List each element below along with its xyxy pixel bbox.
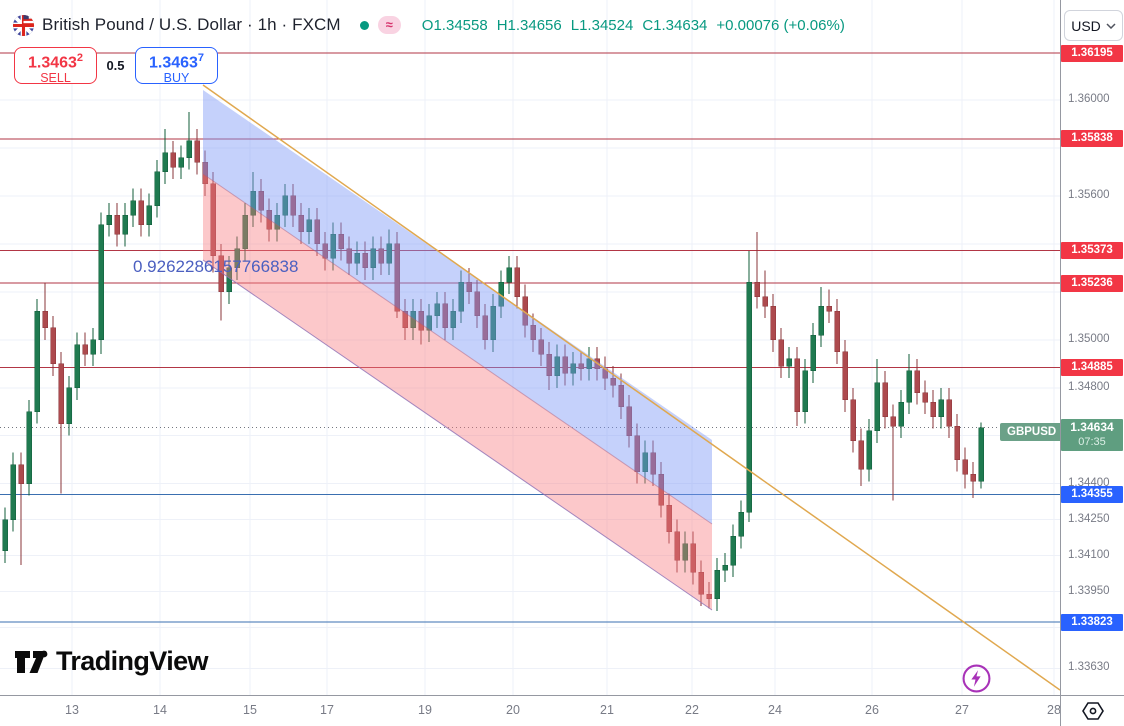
price-tick-label: 1.33630: [1068, 661, 1110, 674]
time-tick-label: 17: [320, 703, 334, 717]
price-tick-label: 1.35000: [1068, 332, 1110, 345]
current-price-badge: 1.34634 07:35: [1061, 418, 1123, 451]
price-tick-label: 1.34800: [1068, 380, 1110, 393]
time-tick-label: 28: [1047, 703, 1061, 717]
price-axis[interactable]: USD 1.34634 07:35 1.36000 1.35600 1.35000 1…: [1060, 0, 1124, 695]
currency-switch-button[interactable]: USD: [1064, 10, 1123, 41]
ohlc-low: L1.34524: [570, 16, 634, 34]
sell-button[interactable]: 1.34632 SELL: [14, 47, 97, 86]
buy-price: 1.34637: [148, 52, 205, 72]
symbol-price-tag: GBPUSD: [1000, 422, 1064, 441]
tradingview-logo-text: TradingView: [56, 646, 209, 676]
price-level-badge[interactable]: 1.34885: [1061, 358, 1123, 376]
time-tick-label: 26: [865, 703, 879, 717]
current-price: 1.34634: [1070, 419, 1114, 434]
symbol-title[interactable]: British Pound / U.S. Dollar · 1h · FXCM: [42, 15, 341, 34]
chart-plot-area[interactable]: [0, 0, 1060, 695]
tradingview-logo[interactable]: TradingView: [14, 646, 209, 677]
price-level-badge[interactable]: 1.35236: [1061, 274, 1123, 292]
time-tick-label: 14: [153, 703, 167, 717]
price-level-badge[interactable]: 1.33823: [1061, 613, 1123, 631]
time-tick-label: 21: [600, 703, 614, 717]
ohlc-change: +0.00076 (+0.06%): [716, 16, 845, 34]
sell-price: 1.34632: [27, 52, 84, 72]
price-tick-label: 1.33950: [1068, 584, 1110, 597]
tradingview-logo-icon: [15, 650, 48, 673]
sell-label: SELL: [40, 71, 71, 86]
ohlc-close: C1.34634: [642, 16, 708, 34]
time-tick-label: 27: [955, 703, 969, 717]
ohlc-open: O1.34558: [421, 16, 488, 34]
price-level-badge[interactable]: 1.36195: [1061, 44, 1123, 62]
price-tick-label: 1.34100: [1068, 548, 1110, 561]
approx-data-badge[interactable]: ≈: [377, 16, 401, 34]
chevron-down-icon: [1106, 22, 1116, 29]
symbol-flag-icon[interactable]: [12, 14, 35, 37]
price-tick-label: 1.35600: [1068, 188, 1110, 201]
bar-countdown: 07:35: [1078, 435, 1106, 448]
candlestick-series: [2, 111, 984, 611]
axis-corner: [1060, 695, 1124, 726]
price-tick-label: 1.34250: [1068, 512, 1110, 525]
time-tick-label: 20: [506, 703, 520, 717]
price-level-badge[interactable]: 1.34355: [1061, 485, 1123, 503]
time-tick-label: 22: [685, 703, 699, 717]
price-level-badge[interactable]: 1.35838: [1061, 130, 1123, 148]
ohlc-high: H1.34656: [496, 16, 562, 34]
market-open-dot-icon[interactable]: [359, 20, 369, 30]
candlestick-chart: [0, 0, 1060, 695]
ohlc-readout: O1.34558 H1.34656 L1.34524 C1.34634 +0.0…: [422, 17, 845, 34]
spread-label: 0.5: [98, 55, 133, 77]
lightning-icon[interactable]: [961, 663, 992, 694]
time-axis[interactable]: 13 14 15 17 19 20 21 22 24 26 27 28: [0, 695, 1061, 726]
price-level-badge[interactable]: 1.35373: [1061, 241, 1123, 259]
time-tick-label: 13: [65, 703, 79, 717]
time-tick-label: 24: [768, 703, 782, 717]
buy-button[interactable]: 1.34637 BUY: [135, 47, 218, 86]
hexagon-marker-icon[interactable]: [1081, 701, 1104, 721]
price-tick-label: 1.36000: [1068, 93, 1110, 105]
price-tick-label: 1.34400: [1068, 476, 1110, 489]
fib-level-label[interactable]: 0.9262286157766838: [133, 257, 299, 276]
currency-label: USD: [1071, 17, 1101, 34]
time-tick-label: 19: [418, 703, 432, 717]
buy-label: BUY: [163, 71, 190, 86]
chart-header: British Pound / U.S. Dollar · 1h · FXCM …: [12, 12, 845, 38]
time-tick-label: 15: [243, 703, 257, 717]
